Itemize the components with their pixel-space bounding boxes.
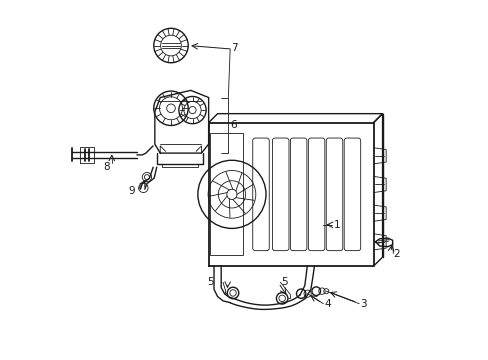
- Text: 1: 1: [333, 220, 339, 230]
- Text: 5: 5: [281, 277, 287, 287]
- Text: 7: 7: [231, 44, 237, 53]
- Text: 5: 5: [207, 277, 214, 287]
- Bar: [210, 134, 242, 255]
- Text: 6: 6: [230, 120, 236, 130]
- Text: 3: 3: [359, 299, 366, 309]
- Text: 2: 2: [392, 248, 399, 258]
- Text: 9: 9: [128, 186, 135, 196]
- Text: 8: 8: [103, 162, 109, 172]
- Text: 4: 4: [324, 299, 330, 309]
